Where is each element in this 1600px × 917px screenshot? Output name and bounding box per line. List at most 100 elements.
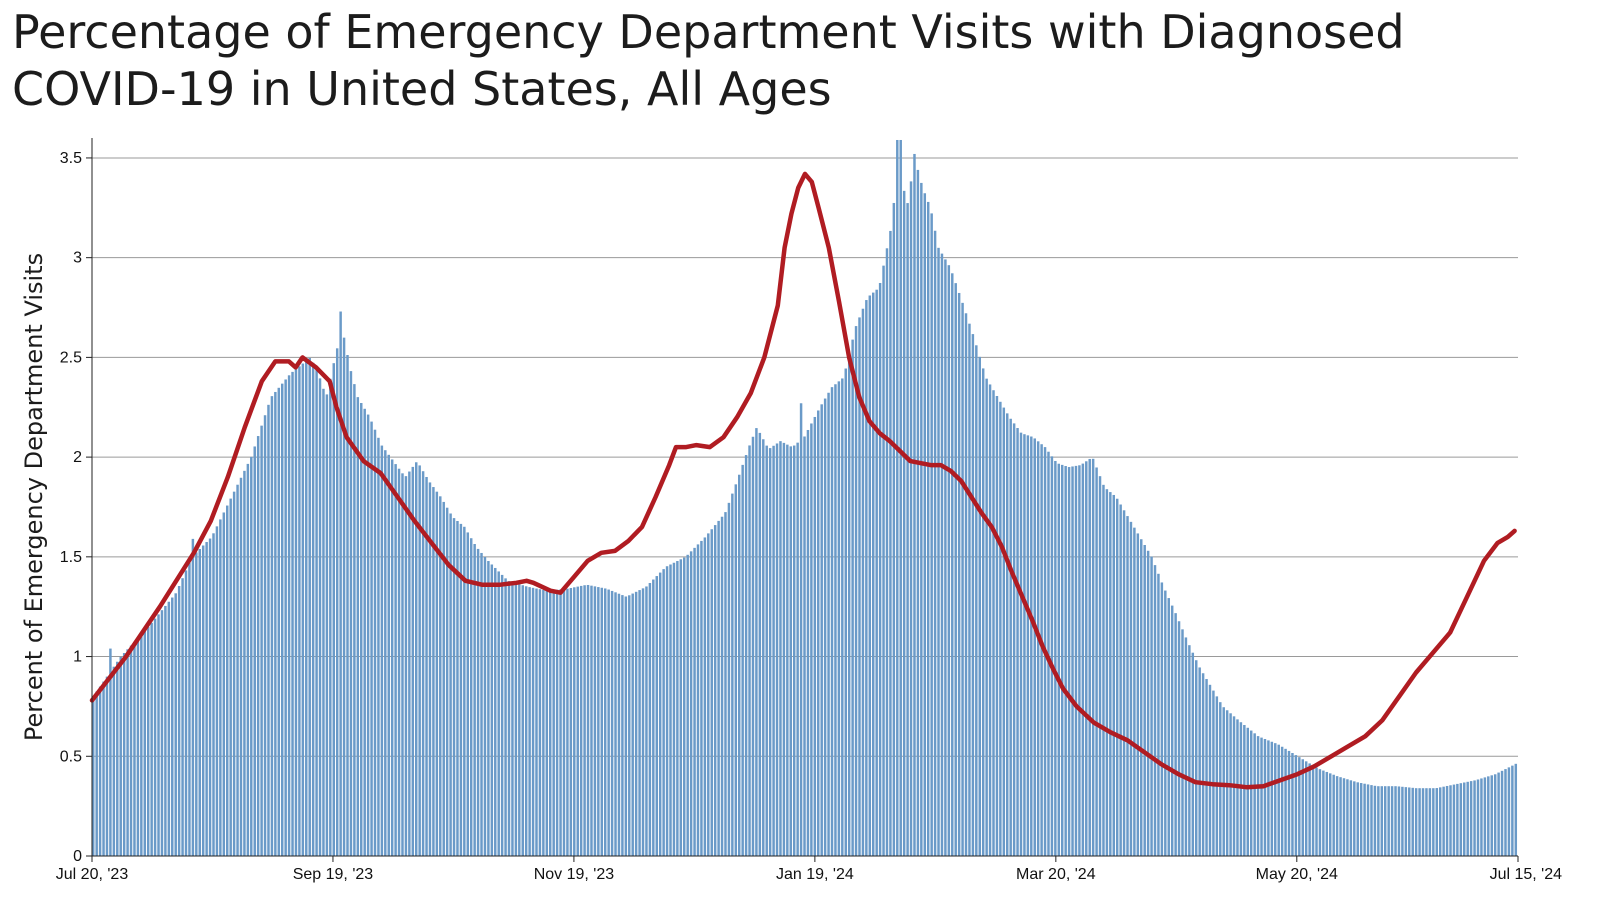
bar xyxy=(841,378,844,856)
bar xyxy=(1322,770,1325,856)
bar xyxy=(1318,769,1322,856)
bar xyxy=(1009,418,1012,856)
x-tick-label: Nov 19, '23 xyxy=(534,866,615,883)
bar xyxy=(504,578,507,856)
bar xyxy=(1167,598,1170,856)
bar xyxy=(1002,407,1006,856)
bar xyxy=(1339,777,1342,856)
bar xyxy=(366,414,370,856)
bar xyxy=(1408,787,1411,856)
bar xyxy=(277,387,281,856)
bar xyxy=(1466,781,1469,856)
bar xyxy=(696,544,700,856)
bar xyxy=(1490,775,1493,856)
bar xyxy=(748,445,751,856)
bar xyxy=(1442,786,1445,856)
bar xyxy=(1274,743,1277,856)
bar xyxy=(1346,779,1349,856)
bar xyxy=(1119,504,1122,856)
moving-average-line xyxy=(89,171,1517,790)
bar xyxy=(1280,746,1284,856)
bar xyxy=(1459,783,1463,856)
bar xyxy=(1418,788,1421,856)
bar xyxy=(263,415,267,856)
bar xyxy=(1267,740,1270,856)
bar xyxy=(631,593,634,856)
bar xyxy=(500,574,504,856)
bar xyxy=(899,139,902,857)
bar xyxy=(1463,782,1466,856)
bar xyxy=(1246,727,1250,856)
bar xyxy=(751,436,755,856)
bar xyxy=(122,653,126,856)
bar xyxy=(995,396,999,856)
bar xyxy=(195,552,198,856)
y-tick-label: 0 xyxy=(73,848,82,865)
bar xyxy=(734,484,738,856)
bar xyxy=(720,516,724,856)
bar xyxy=(738,474,741,856)
bar xyxy=(380,445,384,856)
bar xyxy=(305,360,308,856)
bar xyxy=(834,384,837,856)
bar xyxy=(1184,637,1188,856)
bar xyxy=(957,292,961,857)
bar xyxy=(978,356,981,856)
bar xyxy=(497,571,500,856)
bar xyxy=(1222,707,1225,856)
bar xyxy=(569,588,573,856)
bar xyxy=(208,538,212,856)
bar xyxy=(418,465,421,856)
bar xyxy=(535,588,538,856)
bar xyxy=(432,487,435,856)
bar xyxy=(1260,737,1263,856)
bar xyxy=(332,363,335,856)
bar xyxy=(445,507,449,856)
bar xyxy=(1487,776,1490,856)
bar xyxy=(954,283,957,856)
bar xyxy=(1033,438,1036,856)
bar xyxy=(566,588,569,856)
bar xyxy=(1301,759,1304,856)
bar xyxy=(961,302,964,856)
bar xyxy=(758,432,762,856)
y-tick-label: 1.5 xyxy=(60,549,82,566)
bar xyxy=(909,181,913,856)
bar xyxy=(810,423,813,856)
bar xyxy=(518,584,521,856)
bar xyxy=(116,661,119,856)
bar xyxy=(146,626,150,856)
bar xyxy=(1019,432,1023,856)
bar xyxy=(219,519,222,856)
bar xyxy=(1212,690,1215,856)
bar xyxy=(435,491,439,856)
bar xyxy=(538,589,542,856)
bar xyxy=(1256,736,1260,856)
bar xyxy=(796,442,799,856)
bar xyxy=(713,525,717,856)
bar xyxy=(968,323,971,856)
bar xyxy=(370,421,373,856)
bar xyxy=(555,589,559,856)
bar xyxy=(1174,613,1177,856)
bar xyxy=(449,513,452,856)
bar xyxy=(521,585,524,856)
bar xyxy=(607,589,610,856)
bar xyxy=(1284,748,1287,856)
bar xyxy=(1177,621,1181,856)
bar xyxy=(672,562,676,856)
bar xyxy=(301,363,305,856)
bar xyxy=(1387,786,1390,856)
bar xyxy=(191,538,195,856)
bar xyxy=(1091,458,1095,856)
bar xyxy=(1006,413,1009,856)
bar xyxy=(356,397,360,856)
bar xyxy=(820,404,823,856)
bar xyxy=(1366,784,1370,856)
bar xyxy=(363,408,366,856)
bar xyxy=(1102,484,1105,856)
bar xyxy=(779,441,782,856)
bar xyxy=(542,589,545,856)
bar xyxy=(648,583,652,856)
bar xyxy=(514,583,518,856)
